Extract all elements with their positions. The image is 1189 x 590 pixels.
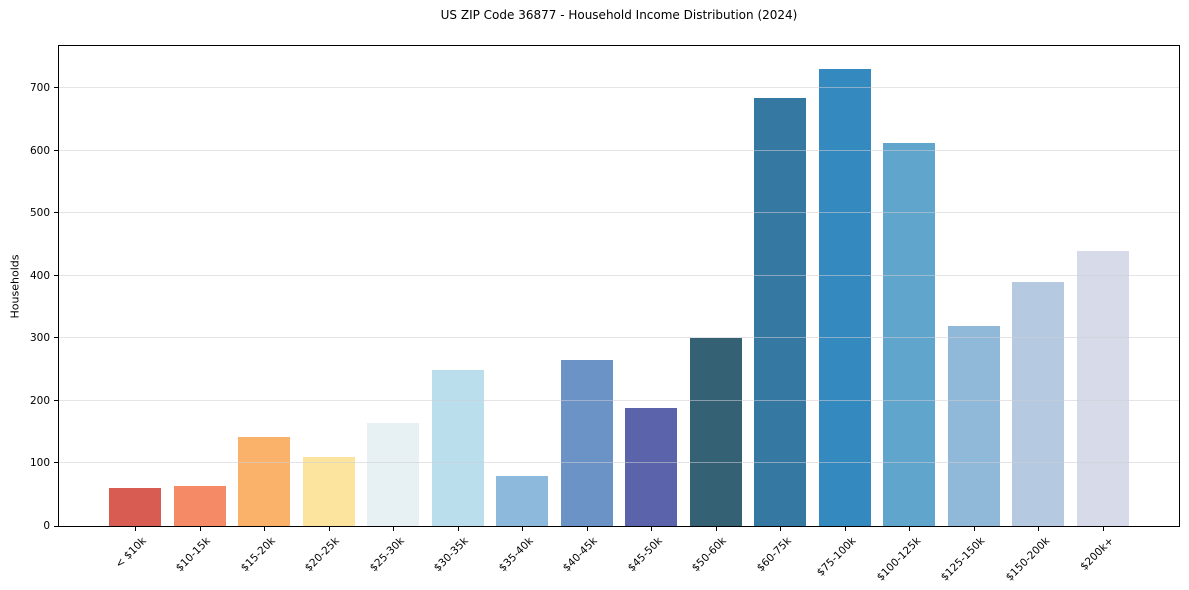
- y-tick-mark: [54, 526, 59, 527]
- y-tick-mark: [54, 274, 59, 276]
- y-tick-label: 100: [29, 457, 50, 470]
- x-tick-mark: [909, 526, 911, 531]
- x-tick-mark: [393, 526, 395, 531]
- x-tick-label: $10-15k: [174, 535, 214, 575]
- bars-container: < $10k $10-15k $15-20k $20-25k $25-30k $30-35…: [59, 46, 1179, 584]
- y-tick-mark: [54, 212, 59, 214]
- bar: [238, 437, 291, 526]
- bar-slot: $10-15k: [168, 46, 233, 574]
- x-tick-mark: [780, 526, 782, 531]
- bar-slot: $40-45k: [555, 46, 620, 574]
- bar-slot: < $10k: [103, 46, 168, 571]
- bar-slot: $25-30k: [361, 46, 426, 574]
- bar: [496, 475, 549, 526]
- bar: [1012, 281, 1065, 526]
- chart-title: US ZIP Code 36877 - Household Income Dis…: [440, 8, 798, 22]
- bar-slot: $15-20k: [232, 46, 297, 574]
- bar-slot: $35-40k: [490, 46, 555, 574]
- x-tick-label: $20-25k: [303, 535, 343, 575]
- bar: [625, 408, 678, 526]
- x-tick-label: $125-150k: [938, 535, 988, 584]
- bar-slot: $30-35k: [426, 46, 491, 574]
- x-tick-mark: [1102, 526, 1104, 531]
- x-tick-mark: [264, 526, 266, 531]
- bar: [173, 485, 226, 526]
- bar-slot: $200k+: [1071, 46, 1136, 573]
- bar: [818, 69, 871, 526]
- x-tick-label: $40-45k: [561, 535, 601, 575]
- y-tick-label: 200: [29, 394, 50, 407]
- y-tick-label: 700: [29, 81, 50, 94]
- x-tick-label: $30-35k: [432, 535, 472, 575]
- y-axis-label: Households: [8, 254, 22, 318]
- x-tick-label: $60-75k: [754, 535, 794, 575]
- bar-slot: $150-200k: [1003, 46, 1071, 584]
- x-tick-mark: [715, 526, 717, 531]
- bar-slot: $20-25k: [297, 46, 362, 574]
- bar: [883, 143, 936, 526]
- y-tick-label: 500: [29, 207, 50, 220]
- x-tick-mark: [973, 526, 975, 531]
- bar: [560, 359, 613, 526]
- x-tick-label: $15-20k: [238, 535, 278, 575]
- bar: [109, 488, 162, 526]
- y-tick-mark: [54, 86, 59, 88]
- x-tick-label: $45-50k: [625, 535, 665, 575]
- bar: [689, 338, 742, 526]
- plot-area: < $10k $10-15k $15-20k $20-25k $25-30k $30-35…: [30, 45, 1180, 584]
- bar-slot: $75-100k: [813, 46, 878, 579]
- x-tick-mark: [135, 526, 137, 531]
- bar: [1076, 250, 1129, 526]
- x-tick-mark: [1038, 526, 1040, 531]
- y-tick-label: 300: [29, 332, 50, 345]
- bar: [754, 97, 807, 526]
- x-tick-label: $25-30k: [367, 535, 407, 575]
- x-tick-mark: [457, 526, 459, 531]
- y-tick-mark: [54, 399, 59, 401]
- x-tick-label: < $10k: [113, 535, 149, 571]
- x-tick-label: $50-60k: [690, 535, 730, 575]
- bar-slot: $100-125k: [874, 46, 942, 584]
- x-tick-label: $100-125k: [874, 535, 923, 584]
- y-tick-mark: [54, 337, 59, 339]
- x-tick-label: $35-40k: [496, 535, 536, 575]
- bar-slot: $50-60k: [684, 46, 749, 574]
- x-tick-label: $75-100k: [814, 535, 859, 579]
- x-tick-mark: [328, 526, 330, 531]
- y-axis-label-container: Households: [6, 45, 24, 527]
- x-tick-mark: [522, 526, 524, 531]
- y-tick-label: 400: [29, 269, 50, 282]
- x-tick-mark: [844, 526, 846, 531]
- y-tick-label: 600: [29, 144, 50, 157]
- bar: [302, 457, 355, 526]
- y-tick-mark: [54, 462, 59, 464]
- bar: [431, 369, 484, 526]
- bar-slot: $45-50k: [619, 46, 684, 574]
- x-tick-mark: [586, 526, 588, 531]
- bar-slot: $125-150k: [939, 46, 1007, 584]
- x-tick-mark: [199, 526, 201, 531]
- x-tick-label: $200k+: [1078, 535, 1117, 573]
- y-tick-label: 0: [43, 520, 50, 532]
- bar: [367, 422, 420, 526]
- x-tick-label: $150-200k: [1003, 535, 1052, 584]
- bar: [947, 325, 1000, 526]
- y-tick-mark: [54, 149, 59, 151]
- x-tick-mark: [651, 526, 653, 531]
- bar-slot: $60-75k: [748, 46, 813, 574]
